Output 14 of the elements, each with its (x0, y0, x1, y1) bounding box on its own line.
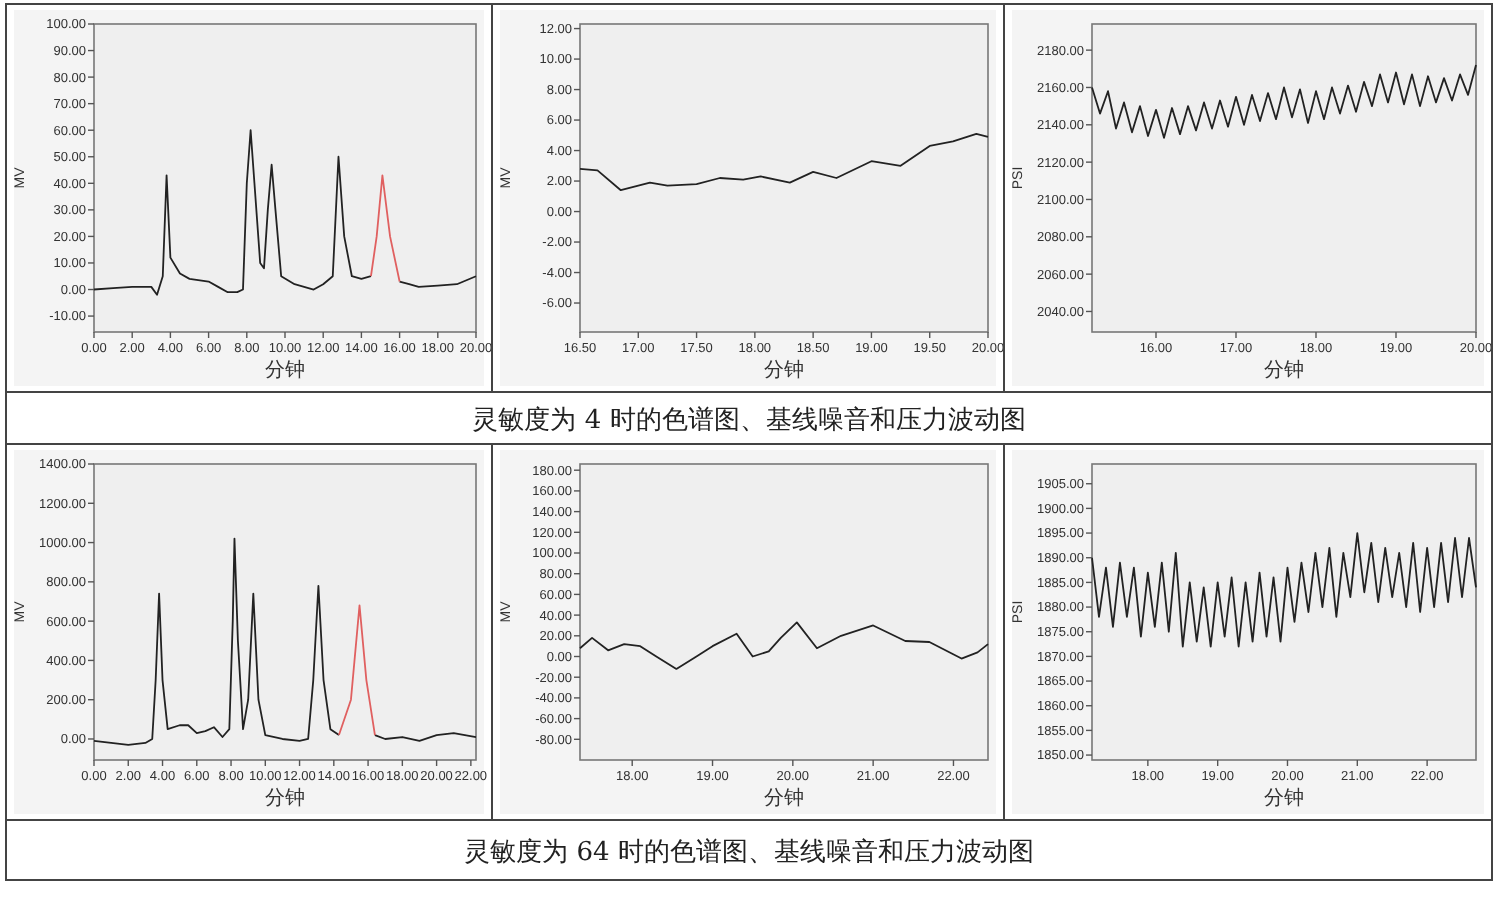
text: 灵敏度为 4 时的色谱图、基线噪音和压力波动图 (472, 404, 1026, 436)
line-series (1091, 532, 1477, 648)
x-axis-title: 分钟 (1264, 786, 1304, 810)
x-axis-title: 分钟 (265, 786, 305, 810)
text: 灵敏度为 64 时的色谱图、基线噪音和压力波动图 (464, 836, 1034, 868)
x-axis-title: 分钟 (764, 358, 804, 382)
x-axis-title: 分钟 (1264, 358, 1304, 382)
line-series (579, 621, 989, 670)
line-series (370, 174, 401, 283)
line-series (1091, 64, 1477, 139)
x-axis-title: 分钟 (764, 786, 804, 810)
line-series (579, 132, 989, 192)
x-axis-title: 分钟 (265, 358, 305, 382)
line-series (338, 604, 376, 736)
